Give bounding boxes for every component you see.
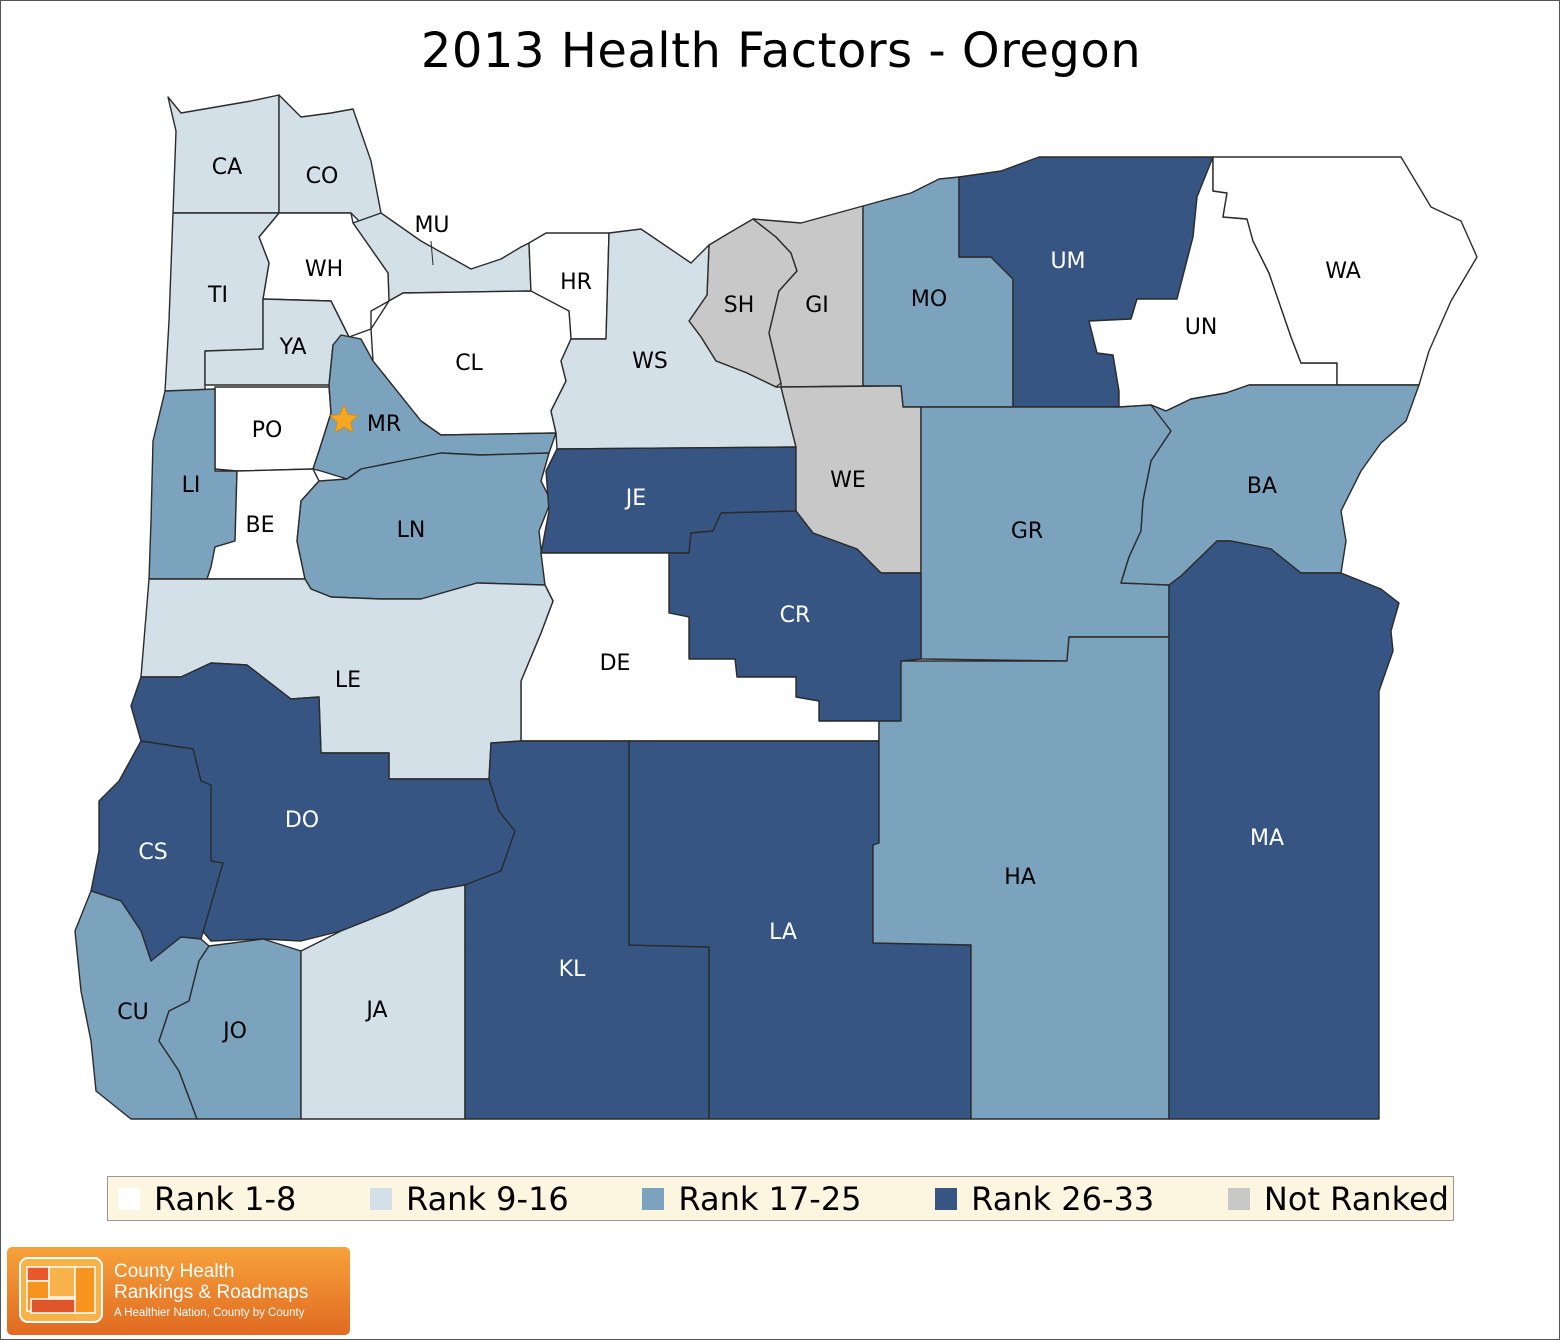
county-label-PO: PO xyxy=(252,418,283,443)
legend-label: Not Ranked xyxy=(1263,1179,1449,1218)
county-WA[interactable] xyxy=(1212,156,1478,386)
map-grid-icon xyxy=(19,1257,103,1323)
county-label-MA: MA xyxy=(1250,826,1284,851)
county-CO[interactable] xyxy=(278,94,382,224)
county-label-MU: MU xyxy=(414,213,449,238)
legend-label: Rank 9-16 xyxy=(406,1179,569,1218)
star-icon xyxy=(328,404,360,434)
county-label-LI: LI xyxy=(182,473,201,498)
county-label-WH: WH xyxy=(305,257,343,282)
county-label-DO: DO xyxy=(285,808,319,833)
county-label-LN: LN xyxy=(397,518,426,543)
logo-tagline: A Healthier Nation, County by County xyxy=(114,1307,305,1319)
county-GR[interactable] xyxy=(920,404,1172,662)
legend-swatch xyxy=(370,1187,393,1210)
county-label-DE: DE xyxy=(600,651,631,676)
county-CA[interactable] xyxy=(167,94,280,214)
county-label-CU: CU xyxy=(117,1000,148,1025)
county-WS[interactable] xyxy=(550,228,797,450)
legend-item-rank-9-16: Rank 9-16 xyxy=(370,1180,569,1218)
county-label-CR: CR xyxy=(780,603,811,628)
county-label-BA: BA xyxy=(1247,474,1277,499)
county-health-rankings-logo[interactable]: County Health Rankings & Roadmaps A Heal… xyxy=(7,1247,350,1335)
county-label-UN: UN xyxy=(1185,315,1218,340)
county-label-UM: UM xyxy=(1050,249,1085,274)
county-label-JE: JE xyxy=(624,486,646,511)
county-label-KL: KL xyxy=(559,957,586,982)
county-label-TI: TI xyxy=(207,283,228,308)
legend-item-rank-26-33: Rank 26-33 xyxy=(935,1180,1154,1218)
county-label-YA: YA xyxy=(279,335,307,360)
legend-label: Rank 1-8 xyxy=(154,1179,297,1218)
county-GI[interactable] xyxy=(752,205,864,388)
oregon-county-map: CA CO MU WH TI YA HR CL SH GI MO UM UN WA WS PO MR LI BE LN… xyxy=(74,94,1478,1120)
legend-label: Rank 17-25 xyxy=(678,1179,862,1218)
legend-item-rank-1-8: Rank 1-8 xyxy=(118,1180,296,1218)
mu-label-leader xyxy=(430,240,434,266)
county-label-GR: GR xyxy=(1011,519,1043,544)
legend-label: Rank 26-33 xyxy=(971,1179,1155,1218)
legend-swatch xyxy=(642,1187,665,1210)
county-label-LE: LE xyxy=(335,668,361,693)
legend-swatch xyxy=(1227,1187,1250,1210)
county-label-CS: CS xyxy=(138,840,167,865)
county-label-CL: CL xyxy=(455,351,483,376)
county-label-JA: JA xyxy=(364,998,387,1023)
legend-swatch xyxy=(118,1187,140,1210)
legend: Rank 1-8 Rank 9-16 Rank 17-25 Rank 26-33… xyxy=(107,1176,1454,1221)
county-label-WE: WE xyxy=(830,468,866,493)
county-label-WS: WS xyxy=(632,349,668,374)
county-label-CO: CO xyxy=(306,164,339,189)
county-label-MR: MR xyxy=(367,412,401,437)
county-label-JO: JO xyxy=(221,1019,247,1044)
map-title: 2013 Health Factors - Oregon xyxy=(420,23,1142,79)
county-label-GI: GI xyxy=(805,293,829,318)
legend-swatch xyxy=(935,1187,958,1210)
logo-title-line2: Rankings & Roadmaps xyxy=(114,1282,309,1303)
county-MA[interactable] xyxy=(1168,540,1400,1120)
county-label-HA: HA xyxy=(1004,865,1036,890)
county-label-LA: LA xyxy=(769,920,797,945)
legend-item-not-ranked: Not Ranked xyxy=(1227,1179,1449,1218)
county-label-CA: CA xyxy=(212,155,242,180)
legend-item-rank-17-25: Rank 17-25 xyxy=(642,1179,862,1218)
county-label-SH: SH xyxy=(724,293,755,318)
county-label-WA: WA xyxy=(1325,259,1361,284)
county-JA[interactable] xyxy=(300,884,466,1120)
county-label-BE: BE xyxy=(246,513,275,538)
logo-title-line1: County Health xyxy=(114,1261,235,1282)
county-JO[interactable] xyxy=(158,938,302,1120)
county-label-MO: MO xyxy=(911,287,947,312)
county-label-HR: HR xyxy=(560,270,592,295)
